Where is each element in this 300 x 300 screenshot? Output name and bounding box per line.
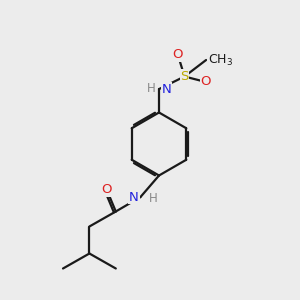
Text: N: N xyxy=(161,82,171,96)
Text: O: O xyxy=(173,48,183,62)
Text: O: O xyxy=(101,183,112,196)
Text: CH$_3$: CH$_3$ xyxy=(208,52,233,68)
Text: N: N xyxy=(129,190,139,204)
Text: H: H xyxy=(147,82,155,95)
Text: O: O xyxy=(200,75,211,88)
Text: S: S xyxy=(180,70,189,83)
Text: H: H xyxy=(149,192,158,205)
